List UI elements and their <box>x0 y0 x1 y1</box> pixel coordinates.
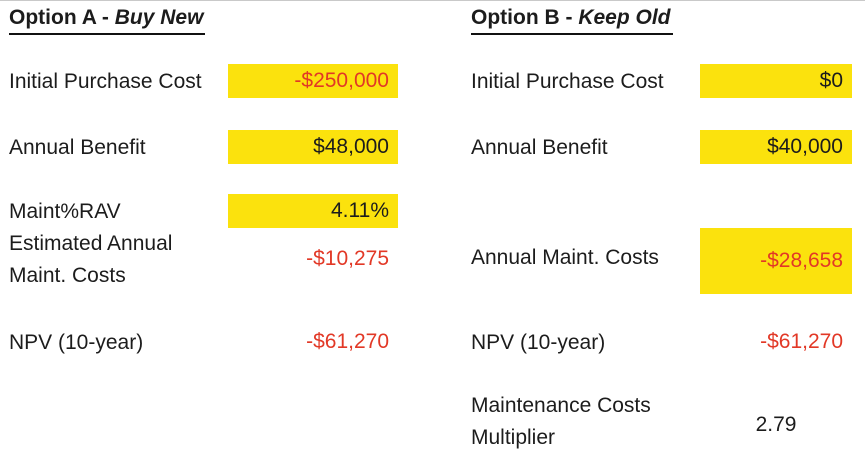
label-initial-purchase-cost-b: Initial Purchase Cost <box>471 70 664 93</box>
label-initial-purchase-cost-a: Initial Purchase Cost <box>9 70 202 93</box>
option-a-header: Option A - Buy New <box>9 5 206 35</box>
option-a-header-prefix: Option A - <box>9 6 115 29</box>
option-b-header-title: Keep Old <box>578 6 671 29</box>
label-maint-pct-rav: Maint%RAV <box>9 200 121 223</box>
cell-npv-b[interactable]: -$61,270 <box>760 330 843 353</box>
cell-initial-purchase-cost-a[interactable]: -$250,000 <box>228 64 398 98</box>
cell-annual-maint-costs-b[interactable]: -$28,658 <box>700 228 852 294</box>
cell-annual-benefit-a[interactable]: $48,000 <box>228 130 398 164</box>
cell-npv-a[interactable]: -$61,270 <box>306 330 389 353</box>
cell-maintenance-costs-multiplier[interactable]: 2.79 <box>755 413 797 436</box>
cell-maint-pct-rav[interactable]: 4.11% <box>228 194 398 228</box>
option-b-header-prefix: Option B - <box>471 6 579 29</box>
option-a-header-title: Buy New <box>114 6 204 29</box>
label-npv-b: NPV (10-year) <box>471 331 606 354</box>
cell-initial-purchase-cost-b[interactable]: $0 <box>700 64 852 98</box>
label-annual-benefit-b: Annual Benefit <box>471 136 608 159</box>
label-annual-benefit-a: Annual Benefit <box>9 136 146 159</box>
cell-annual-benefit-b[interactable]: $40,000 <box>700 130 852 164</box>
option-b-header: Option B - Keep Old <box>471 5 673 35</box>
cell-estimated-annual-maint-costs[interactable]: -$10,275 <box>306 247 389 270</box>
label-maintenance-costs-multiplier: Maintenance Costs Multiplier <box>471 394 651 449</box>
label-estimated-annual-maint-costs: Estimated Annual Maint. Costs <box>9 232 173 287</box>
label-npv-a: NPV (10-year) <box>9 331 144 354</box>
label-annual-maint-costs-b: Annual Maint. Costs <box>471 246 659 269</box>
